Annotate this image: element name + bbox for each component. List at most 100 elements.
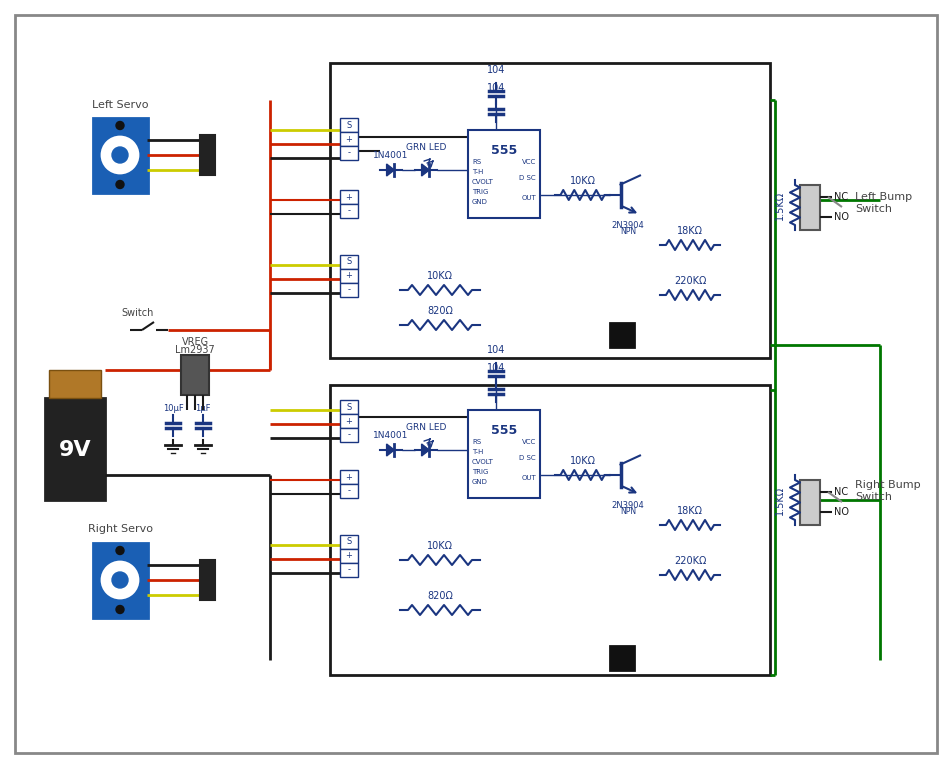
Text: 10KΩ: 10KΩ [427,541,453,551]
Bar [340,118,358,132]
Text: T-H: T-H [472,449,484,455]
Polygon shape [422,444,429,456]
Bar [340,269,358,283]
Text: GRN LED: GRN LED [406,423,446,432]
Circle shape [116,547,124,554]
Text: TRIG: TRIG [472,189,488,195]
Text: 555: 555 [491,144,517,157]
Bar [340,132,358,146]
Text: NC: NC [834,487,848,497]
Text: +: + [346,416,352,425]
Text: RS: RS [472,159,481,165]
Text: NO: NO [834,507,849,517]
Polygon shape [387,444,394,456]
Text: Switch: Switch [855,492,892,502]
Text: 220KΩ: 220KΩ [674,276,706,286]
Text: 104: 104 [486,65,506,75]
Text: GND: GND [472,199,487,205]
Circle shape [102,137,138,173]
Text: NPN: NPN [620,227,636,236]
Text: -: - [347,565,350,574]
Text: VCC: VCC [522,159,536,165]
Text: VREG: VREG [182,337,208,347]
Text: S: S [347,121,351,130]
Text: 104: 104 [486,363,506,373]
Text: +: + [346,472,352,482]
Bar [340,146,358,160]
Bar [610,646,634,670]
Bar [340,470,358,484]
Text: Switch: Switch [855,204,892,214]
Circle shape [112,572,128,588]
Bar [340,283,358,297]
Text: 18KΩ: 18KΩ [677,506,703,516]
Circle shape [112,147,128,163]
Bar [610,323,634,347]
Bar [340,549,358,563]
Text: CVOLT: CVOLT [472,179,494,185]
Text: 1N4001: 1N4001 [373,431,408,440]
Text: 555: 555 [491,423,517,436]
Text: CVOLT: CVOLT [472,459,494,465]
Bar [340,190,358,204]
Bar [45,398,105,500]
Polygon shape [387,164,394,176]
Text: 10KΩ: 10KΩ [427,271,453,281]
Text: -: - [347,148,350,157]
Bar [92,542,148,617]
Bar [340,414,358,428]
Bar [800,480,820,525]
Polygon shape [422,164,429,176]
Text: 1μF: 1μF [195,404,210,413]
Bar [181,355,209,395]
Text: VCC: VCC [522,439,536,445]
Text: 2N3904: 2N3904 [611,501,645,509]
Text: GRN LED: GRN LED [406,143,446,152]
Text: -: - [347,286,350,294]
Text: D SC: D SC [520,175,536,181]
Circle shape [116,180,124,188]
Text: S: S [347,538,351,547]
Text: 10KΩ: 10KΩ [569,176,596,186]
Circle shape [116,121,124,130]
Bar [330,63,770,358]
Bar [200,560,215,600]
Text: 10KΩ: 10KΩ [569,456,596,466]
Bar [340,400,358,414]
Text: 18KΩ: 18KΩ [677,226,703,236]
Text: Left Bump: Left Bump [855,192,912,202]
Text: +: + [346,134,352,144]
Text: Right Servo: Right Servo [88,525,152,535]
Bar [92,118,148,193]
Text: Lm2937: Lm2937 [175,345,215,355]
Text: 104: 104 [486,83,506,93]
Bar [340,428,358,442]
Text: +: + [346,193,352,201]
Bar [468,410,540,498]
Text: 9V: 9V [59,440,91,460]
Bar [340,484,358,498]
Text: Right Bump: Right Bump [855,480,921,490]
Bar [468,130,540,218]
Text: GND: GND [472,479,487,485]
Text: 10μF: 10μF [163,404,184,413]
Text: RS: RS [472,439,481,445]
Bar [340,563,358,577]
Text: D SC: D SC [520,455,536,461]
Text: S: S [347,257,351,266]
Text: -: - [347,486,350,495]
Circle shape [102,562,138,598]
Bar [200,135,215,175]
Bar [340,255,358,269]
Text: S: S [347,402,351,412]
Bar [340,535,358,549]
Text: +: + [346,272,352,280]
Bar [800,185,820,230]
Text: NC: NC [834,192,848,202]
Text: NPN: NPN [620,507,636,515]
Bar [340,204,358,218]
Text: -: - [347,431,350,439]
Text: OUT: OUT [522,475,536,481]
Text: Left Servo: Left Servo [91,100,149,110]
Text: 1N4001: 1N4001 [373,151,408,160]
